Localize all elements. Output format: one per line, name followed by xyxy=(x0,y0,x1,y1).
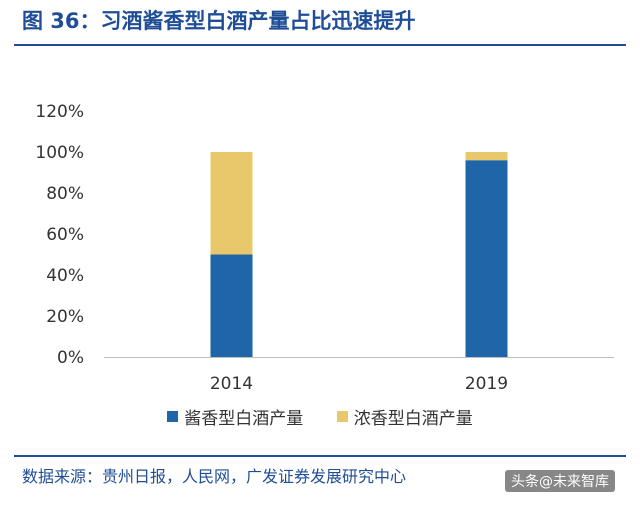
bar-segment xyxy=(210,152,253,255)
y-tick-label: 80% xyxy=(46,184,84,204)
stacked-bar-chart: 0% 20% 40% 60% 80% 100% 120% 2014 2019 xyxy=(35,102,614,394)
bar-segment xyxy=(210,254,253,357)
title-divider xyxy=(14,44,626,46)
watermark: 头条@未来智库 xyxy=(505,470,615,492)
x-tick-label: 2014 xyxy=(210,374,253,394)
legend-item-series-1: 酱香型白酒产量 xyxy=(167,404,303,429)
y-tick-label: 100% xyxy=(35,143,84,163)
bar-segment xyxy=(465,152,508,161)
y-tick-label: 0% xyxy=(57,348,84,368)
bar-segment xyxy=(465,160,508,357)
y-tick-label: 40% xyxy=(46,266,84,286)
y-tick-label: 120% xyxy=(35,102,84,122)
source-note: 数据来源：贵州日报，人民网，广发证券发展研究中心 xyxy=(22,467,407,486)
legend-swatch-series-1 xyxy=(167,411,179,422)
legend-label-series-2: 浓香型白酒产量 xyxy=(353,409,473,429)
legend: 酱香型白酒产量 浓香型白酒产量 xyxy=(0,404,640,429)
x-tick-label: 2019 xyxy=(465,374,508,394)
legend-label-series-1: 酱香型白酒产量 xyxy=(184,409,304,429)
legend-item-series-2: 浓香型白酒产量 xyxy=(336,404,473,429)
legend-swatch-series-2 xyxy=(336,411,348,422)
footer-divider xyxy=(14,455,626,457)
chart-title: 图 36：习酒酱香型白酒产量占比迅速提升 xyxy=(22,9,416,33)
y-tick-label: 60% xyxy=(46,225,84,245)
y-tick-label: 20% xyxy=(46,307,84,327)
